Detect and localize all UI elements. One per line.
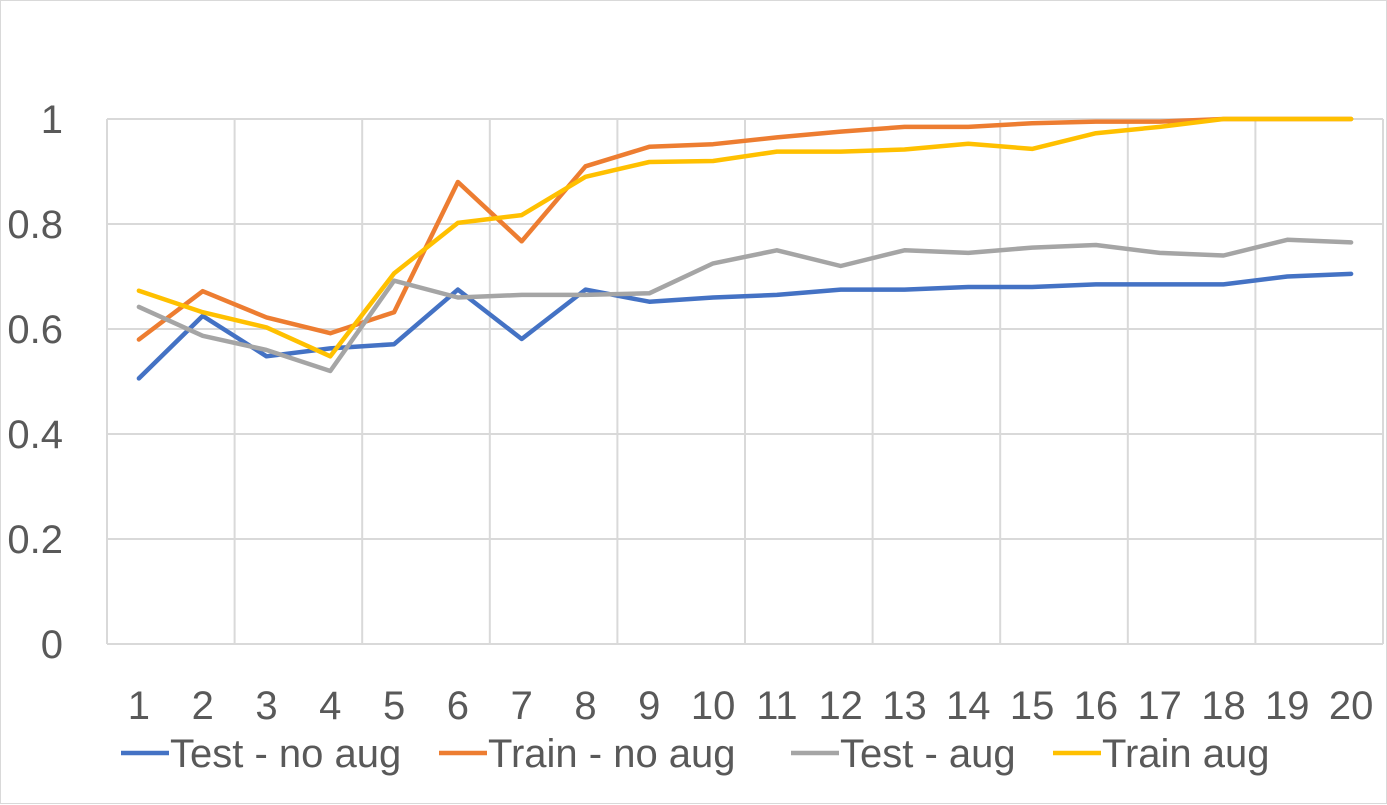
x-tick-label: 5: [383, 684, 405, 728]
legend-entry-3: Test - aug: [791, 732, 1016, 776]
series-layer: [136, 116, 1354, 381]
x-tick-label: 19: [1265, 684, 1310, 728]
y-tick-label: 0.2: [7, 518, 63, 562]
x-tick-label: 11: [756, 684, 798, 728]
series-line-1: [136, 271, 1354, 381]
x-tick-label: 8: [574, 684, 596, 728]
y-tick-label: 0.8: [7, 203, 63, 247]
x-tick-label: 12: [818, 684, 863, 728]
y-tick-label: 0.4: [7, 413, 63, 457]
x-tick-labels: 1 2 3 4 5 6 7 8 9 10 11 12 13 14 15 16 17 18 19 20: [128, 684, 1374, 728]
series-line-3: [136, 237, 1354, 374]
y-tick-label: 1: [41, 98, 63, 142]
x-tick-label: 10: [691, 684, 736, 728]
x-tick-label: 4: [319, 684, 341, 728]
x-tick-label: 15: [1010, 684, 1055, 728]
legend-label: Test - aug: [840, 732, 1016, 776]
x-tick-label: 7: [511, 684, 533, 728]
y-tick-label: 0: [41, 623, 63, 667]
x-tick-label: 1: [128, 684, 150, 728]
x-tick-label: 3: [255, 684, 277, 728]
legend-entry-4: Train aug: [1053, 732, 1270, 776]
series-line-4: [136, 116, 1354, 359]
legend-label: Train - no aug: [488, 732, 736, 776]
x-tick-label: 6: [447, 684, 469, 728]
legend: Test - no aug Train - no aug Test - aug Tra…: [121, 732, 1270, 776]
grid-layer: [106, 118, 1384, 644]
y-tick-label: 0.6: [7, 308, 63, 352]
x-tick-label: 18: [1201, 684, 1246, 728]
x-tick-label: 2: [192, 684, 214, 728]
x-tick-label: 20: [1329, 684, 1374, 728]
legend-label: Test - no aug: [170, 732, 401, 776]
y-tick-labels: 0 0.2 0.4 0.6 0.8 1: [7, 98, 63, 667]
legend-label: Train aug: [1102, 732, 1270, 776]
legend-entry-2: Train - no aug: [439, 732, 736, 776]
x-tick-label: 14: [946, 684, 991, 728]
legend-entry-1: Test - no aug: [121, 732, 401, 776]
series-line-2: [136, 116, 1354, 342]
x-tick-label: 17: [1137, 684, 1182, 728]
x-tick-label: 13: [882, 684, 927, 728]
x-tick-label: 9: [638, 684, 660, 728]
x-tick-label: 16: [1074, 684, 1119, 728]
